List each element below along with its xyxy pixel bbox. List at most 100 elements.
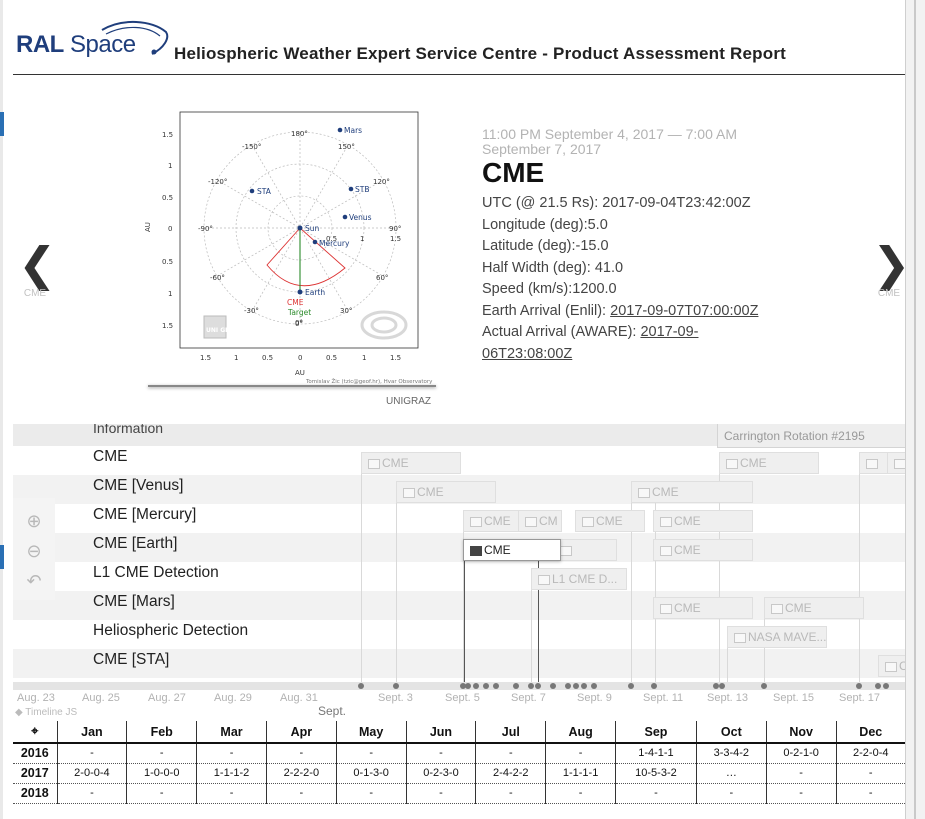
timeline-marker[interactable] — [393, 683, 399, 689]
timeline-event[interactable] — [887, 452, 905, 474]
stats-cell[interactable]: - — [405, 743, 476, 764]
stats-cell[interactable]: 1-4-1-1 — [615, 743, 697, 764]
stats-cell[interactable]: - — [265, 743, 337, 764]
left-window-edge — [0, 0, 3, 819]
timeline-marker[interactable] — [875, 683, 881, 689]
stats-cell[interactable]: - — [265, 783, 337, 804]
timeline-event[interactable]: CME — [575, 510, 645, 532]
timeline-event[interactable]: CME — [764, 597, 864, 619]
zoom-in-icon[interactable]: ⊕ — [26, 511, 42, 531]
actual-arrival-link[interactable]: 06T23:08:00Z — [482, 346, 573, 362]
timeline-marker[interactable] — [358, 683, 364, 689]
stats-cell[interactable]: - — [56, 783, 127, 804]
timeline-event[interactable]: L1 CME D... — [531, 568, 627, 590]
timeline-marker[interactable] — [528, 683, 534, 689]
stats-cell[interactable]: 10-5-3-2 — [615, 763, 697, 784]
timeline-marker[interactable] — [651, 683, 657, 689]
timeline-marker[interactable] — [591, 683, 597, 689]
stats-cell[interactable]: - — [126, 783, 197, 804]
timeline-marker[interactable] — [493, 683, 499, 689]
timeline-event[interactable]: CM — [518, 510, 562, 532]
timeline-marker[interactable] — [719, 683, 725, 689]
undo-icon[interactable]: ↶ — [26, 571, 42, 591]
timeline-event[interactable] — [859, 452, 889, 474]
stats-cell[interactable]: 0-2-3-0 — [405, 763, 476, 784]
stats-cell[interactable]: - — [835, 783, 905, 804]
timeline[interactable]: Information Carrington Rotation #2195 CM… — [13, 424, 905, 720]
zoom-out-icon[interactable]: ⊖ — [26, 541, 42, 561]
previous-event-button[interactable]: ❮ CME — [18, 241, 57, 299]
timeline-marker[interactable] — [761, 683, 767, 689]
stats-cell[interactable]: - — [335, 783, 407, 804]
timeline-marker[interactable] — [535, 683, 541, 689]
stats-cell[interactable]: - — [615, 783, 697, 804]
timeline-marker[interactable] — [628, 683, 634, 689]
heliosphere-plot[interactable]: 180° 150° 120° 90° 60° 30° 0° -30° -60° … — [140, 110, 436, 408]
event-line — [631, 482, 632, 686]
stats-cell[interactable]: - — [335, 743, 407, 764]
stats-cell[interactable]: 1-0-0-0 — [126, 763, 197, 784]
stats-cell[interactable]: - — [475, 783, 546, 804]
timeline-marker[interactable] — [573, 683, 579, 689]
timeline-marker[interactable] — [565, 683, 571, 689]
carrington-rotation-band[interactable]: Carrington Rotation #2195 — [717, 424, 905, 448]
timeline-marker[interactable] — [856, 683, 862, 689]
selected-timeline-event[interactable]: CME — [463, 539, 561, 561]
stats-cell[interactable]: … — [695, 763, 767, 784]
ral-space-logo[interactable]: RAL Space — [16, 18, 169, 68]
timeline-event[interactable]: CME — [653, 539, 753, 561]
left-edge-tab[interactable] — [0, 112, 4, 136]
timeline-event[interactable]: CME — [653, 510, 753, 532]
stats-cell[interactable]: 2-0-0-4 — [56, 763, 127, 784]
stats-cell[interactable]: - — [765, 763, 837, 784]
planet-venus-label: Venus — [349, 213, 372, 222]
actual-arrival-link[interactable]: 2017-09- — [640, 324, 699, 340]
stats-cell[interactable]: 2-2-2-0 — [265, 763, 337, 784]
cme-marker-label: CME — [287, 298, 304, 307]
timeline-event[interactable]: CME — [361, 452, 461, 474]
timeline-marker[interactable] — [550, 683, 556, 689]
stats-cell[interactable]: - — [545, 743, 616, 764]
timeline-marker[interactable] — [460, 683, 466, 689]
timeline-marker[interactable] — [883, 683, 889, 689]
scrollbar[interactable] — [905, 0, 925, 819]
next-event-button[interactable]: ❯ CME — [872, 241, 911, 299]
stats-cell[interactable]: - — [196, 783, 267, 804]
stats-cell[interactable]: - — [835, 763, 905, 784]
stats-cell[interactable]: 2-2-0-4 — [835, 743, 905, 764]
earth-arrival-link[interactable]: 2017-09-07T07:00:00Z — [610, 303, 759, 319]
angle-label: 180° — [291, 130, 308, 138]
left-edge-tab[interactable] — [0, 545, 4, 569]
timeline-event[interactable]: CME — [396, 481, 496, 503]
stats-cell[interactable]: 0-1-3-0 — [335, 763, 407, 784]
timeline-marker[interactable] — [713, 683, 719, 689]
timeline-event[interactable]: NASA MAVE... — [727, 626, 827, 648]
stats-cell[interactable]: - — [475, 743, 546, 764]
crosshair-icon[interactable]: ⌖ — [13, 721, 57, 744]
stats-cell[interactable]: - — [695, 783, 767, 804]
timeline-event[interactable]: CME — [463, 510, 523, 532]
timeline-marker[interactable] — [473, 683, 479, 689]
timelinejs-credit[interactable]: ◆ Timeline JS — [15, 707, 77, 718]
stats-cell[interactable]: 2-4-2-2 — [475, 763, 546, 784]
timeline-marker[interactable] — [581, 683, 587, 689]
timeline-event[interactable]: CME — [631, 481, 753, 503]
timeline-marker[interactable] — [483, 683, 489, 689]
stats-cell[interactable]: - — [196, 743, 267, 764]
stats-cell[interactable]: 0-2-1-0 — [765, 743, 837, 764]
stats-cell[interactable]: - — [765, 783, 837, 804]
timeline-marker[interactable] — [465, 683, 471, 689]
stats-cell[interactable]: 1-1-1-1 — [545, 763, 616, 784]
stats-cell[interactable]: - — [545, 783, 616, 804]
timeline-event[interactable]: C — [878, 655, 905, 677]
stats-cell[interactable]: - — [126, 743, 197, 764]
timeline-event[interactable]: CME — [719, 452, 819, 474]
timeline-marker[interactable] — [513, 683, 519, 689]
timeline-event[interactable] — [553, 539, 617, 561]
event-line — [531, 569, 532, 686]
stats-cell[interactable]: 1-1-1-2 — [196, 763, 267, 784]
stats-cell[interactable]: - — [56, 743, 127, 764]
timeline-event[interactable]: CME — [653, 597, 753, 619]
stats-cell[interactable]: 3-3-4-2 — [695, 743, 767, 764]
stats-cell[interactable]: - — [405, 783, 476, 804]
